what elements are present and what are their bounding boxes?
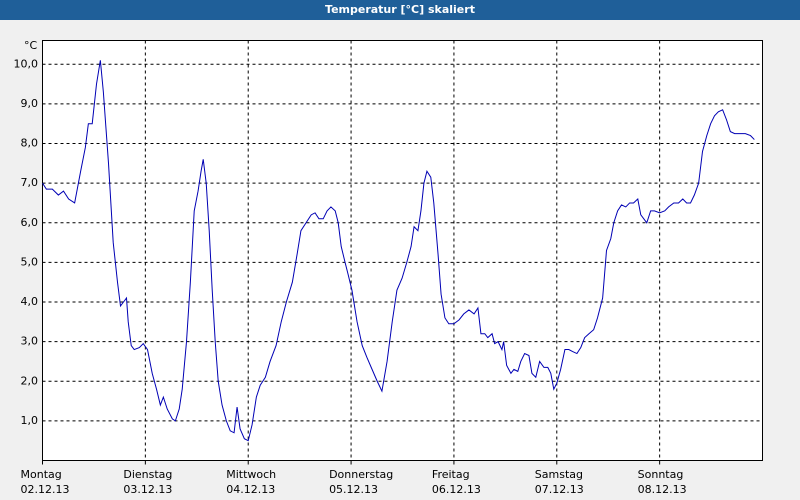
x-tick-label: 04.12.13	[226, 483, 275, 496]
y-tick-label: 6,0	[21, 216, 39, 229]
x-tick-label: 05.12.13	[329, 483, 378, 496]
x-tick-label: Donnerstag	[329, 468, 393, 481]
plot-area	[42, 40, 763, 461]
data-line	[42, 60, 755, 442]
y-tick-label: 8,0	[21, 137, 39, 150]
x-tick-label: 08.12.13	[638, 483, 687, 496]
x-tick-label: 07.12.13	[535, 483, 584, 496]
y-tick-label: 10,0	[14, 57, 39, 70]
title-bar	[0, 0, 800, 20]
x-tick-label: Mittwoch	[226, 468, 276, 481]
x-tick-label: 02.12.13	[21, 483, 70, 496]
y-tick-label: 1,0	[21, 414, 39, 427]
x-tick-label: Sonntag	[638, 468, 684, 481]
y-tick-label: 2,0	[21, 374, 39, 387]
x-tick-label: 03.12.13	[123, 483, 172, 496]
y-axis-unit: °C	[24, 39, 38, 52]
chart-title: Temperatur [°C] skaliert	[325, 3, 475, 16]
x-tick-label: Dienstag	[123, 468, 172, 481]
y-tick-label: 4,0	[21, 295, 39, 308]
x-tick-label: Freitag	[432, 468, 470, 481]
y-tick-label: 5,0	[21, 255, 39, 268]
y-tick-label: 9,0	[21, 97, 39, 110]
x-tick-label: Montag	[21, 468, 62, 481]
x-tick-label: Samstag	[535, 468, 583, 481]
y-tick-label: 7,0	[21, 176, 39, 189]
x-tick-label: 06.12.13	[432, 483, 481, 496]
y-tick-label: 3,0	[21, 335, 39, 348]
